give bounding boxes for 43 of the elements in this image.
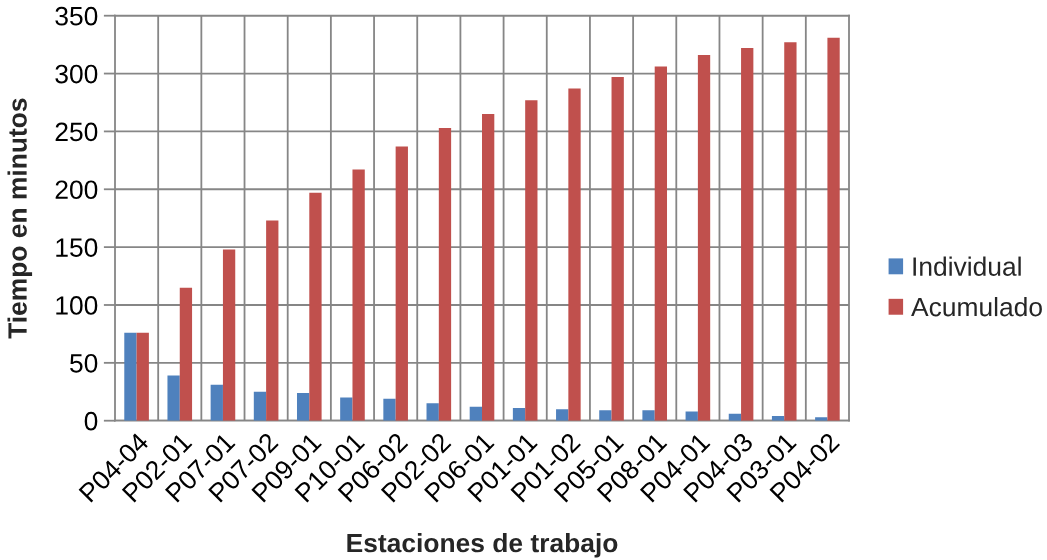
y-tick-label: 150 [56,238,98,257]
bar [253,391,267,421]
bar [340,397,353,421]
bar [136,332,149,421]
bar [179,287,193,421]
x-axis-title: Estaciones de trabajo [347,532,618,558]
bar [395,146,408,421]
bar [642,410,655,421]
y-tick-label: 300 [55,64,98,84]
bar [654,66,668,421]
bar [222,249,236,421]
y-tick-label: 350 [55,6,98,26]
bar [685,411,698,421]
y-tick-label: 50 [70,353,98,373]
y-tick-label: 200 [55,180,98,200]
legend-label: Individual [913,256,1021,276]
bar [167,375,180,421]
bar [525,100,538,421]
bar [124,332,137,421]
bar [352,169,365,421]
bar [482,114,495,421]
y-tick-label: 0 [84,411,98,431]
bar [827,37,840,421]
bar [210,384,223,421]
y-tick-label: 250 [55,122,98,142]
bar [469,406,482,421]
bar [697,55,711,421]
bar [611,77,624,421]
bar [784,42,797,421]
y-tick-label: 100 [56,296,98,315]
bar [438,127,452,421]
bar [568,88,581,421]
bar [556,409,569,421]
bar [296,392,310,421]
y-axis-title: Tiempo en minutos [7,98,33,339]
bar [741,48,754,421]
legend-label: Acumulado [911,296,1042,317]
bar [599,410,612,421]
bar [266,220,279,421]
bar [309,192,322,421]
bar [512,407,526,421]
bar [426,403,439,421]
bar [383,398,396,421]
